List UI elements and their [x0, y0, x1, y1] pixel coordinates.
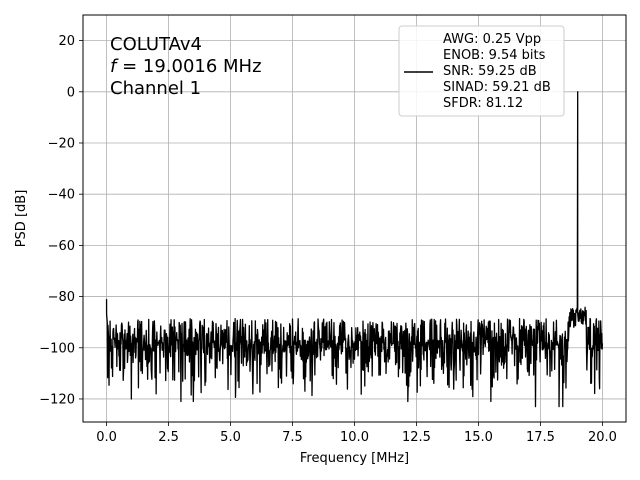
annotation-device: COLUTAv4 [110, 34, 202, 55]
x-tick-label: 17.5 [526, 430, 555, 445]
annotation-frequency-value: = 19.0016 MHz [116, 56, 261, 77]
y-tick-label: 20 [58, 34, 75, 49]
annotation-frequency: f = 19.0016 MHz [110, 56, 262, 77]
legend-sfdr: SFDR: 81.12 [443, 96, 523, 111]
x-tick-label: 2.5 [158, 430, 179, 445]
x-tick-label: 0.0 [96, 430, 117, 445]
y-tick-label: −80 [48, 290, 75, 305]
annotation-block: COLUTAv4 f = 19.0016 MHz Channel 1 [110, 34, 262, 99]
axis-ticks: 0.0 2.5 5.0 7.5 10.0 12.5 15.0 17.5 20.0 20 0 −20 −4… [39, 34, 617, 445]
legend-enob: ENOB: 9.54 bits [443, 48, 546, 63]
legend-awg: AWG: 0.25 Vpp [443, 32, 541, 47]
y-axis-label: PSD [dB] [14, 190, 29, 248]
y-tick-label: −120 [39, 392, 75, 407]
annotation-frequency-symbol: f [110, 56, 119, 77]
series-layer [105, 91, 604, 408]
y-tick-label: 0 [67, 85, 75, 100]
x-tick-label: 15.0 [464, 430, 493, 445]
legend-box [398, 25, 565, 117]
legend-snr: SNR: 59.25 dB [443, 64, 537, 79]
y-tick-label: −60 [48, 239, 75, 254]
x-tick-label: 5.0 [220, 430, 241, 445]
legend: AWG: 0.25 Vpp ENOB: 9.54 bits SNR: 59.25… [398, 25, 565, 117]
x-tick-label: 20.0 [588, 430, 617, 445]
legend-sinad: SINAD: 59.21 dB [443, 80, 551, 95]
x-axis-label: Frequency [MHz] [300, 451, 409, 466]
y-tick-label: −100 [39, 341, 75, 356]
x-tick-label: 12.5 [402, 430, 431, 445]
y-tick-label: −20 [48, 136, 75, 151]
annotation-channel: Channel 1 [110, 78, 201, 99]
x-tick-label: 10.0 [340, 430, 369, 445]
psd-series-line [105, 91, 604, 408]
y-tick-label: −40 [48, 188, 75, 203]
x-tick-label: 7.5 [282, 430, 303, 445]
